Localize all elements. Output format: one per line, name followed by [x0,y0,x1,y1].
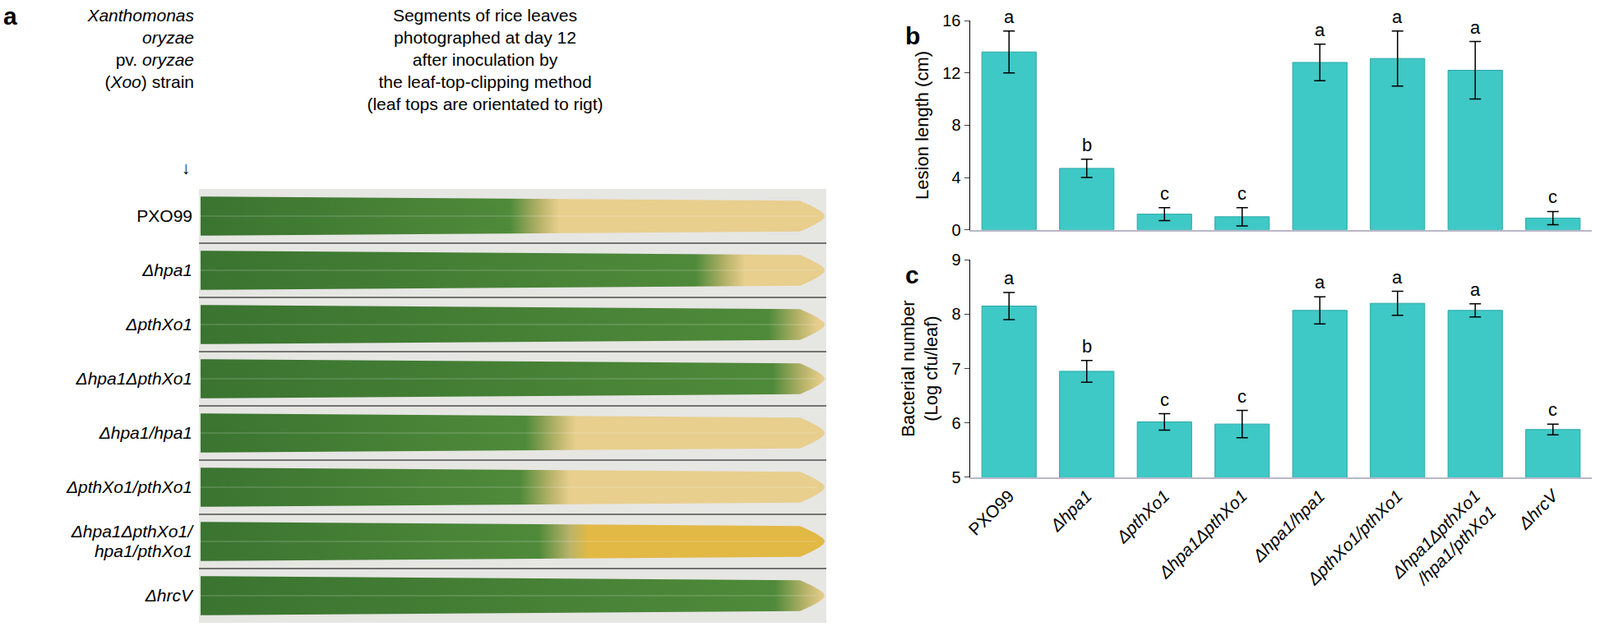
svg-text:ΔhrcV: ΔhrcV [144,586,195,606]
svg-text:a: a [3,2,18,30]
svg-text:7: 7 [951,360,961,379]
svg-text:Segments of rice leaves: Segments of rice leaves [393,5,578,25]
svg-text:c: c [1237,386,1247,407]
svg-text:9: 9 [951,250,961,269]
svg-text:Δhpa1/hpa1: Δhpa1/hpa1 [1248,486,1328,567]
svg-text:5: 5 [951,468,961,487]
svg-text:a: a [1391,267,1403,288]
svg-text:ΔpthXo1: ΔpthXo1 [1111,486,1173,548]
svg-text:(leaf tops are orientated to r: (leaf tops are orientated to rigt) [366,94,603,114]
svg-text:pv. oryzae: pv. oryzae [115,50,195,70]
svg-text:Δhpa1ΔpthXo1: Δhpa1ΔpthXo1 [75,369,193,389]
svg-text:ΔhrcV: ΔhrcV [1514,485,1564,534]
svg-text:Δhpa1: Δhpa1 [1045,486,1096,537]
svg-text:a: a [1003,268,1015,289]
svg-text:after inoculation by: after inoculation by [412,50,559,70]
svg-text:PXO99: PXO99 [136,206,193,226]
svg-text:a: a [1391,6,1403,28]
svg-text:8: 8 [951,305,961,324]
svg-text:↓: ↓ [181,158,191,178]
svg-text:ΔpthXo1/pthXo1: ΔpthXo1/pthXo1 [65,477,193,497]
svg-text:Lesion length (cm): Lesion length (cm) [911,50,933,200]
svg-text:c: c [1237,183,1247,204]
svg-text:a: a [1314,272,1326,293]
svg-text:(Xoo) strain: (Xoo) strain [104,72,195,92]
svg-text:c: c [905,261,920,289]
svg-text:16: 16 [942,11,961,30]
svg-text:Δhpa1ΔpthXo1/: Δhpa1ΔpthXo1/ [70,522,195,542]
svg-text:c: c [1160,389,1170,411]
svg-text:6: 6 [951,414,961,433]
svg-text:hpa1/pthXo1: hpa1/pthXo1 [94,541,193,561]
svg-text:Xanthomonas: Xanthomonas [86,5,195,25]
svg-text:a: a [1470,17,1481,38]
svg-text:c: c [1548,399,1558,421]
svg-text:a: a [1003,6,1015,28]
svg-text:c: c [1160,183,1170,204]
svg-text:PXO99: PXO99 [964,486,1018,540]
svg-text:b: b [1082,336,1092,357]
svg-text:b: b [1082,134,1092,156]
svg-text:8: 8 [951,115,961,135]
svg-text:Δhpa1/hpa1: Δhpa1/hpa1 [98,423,193,443]
svg-text:b: b [905,22,921,50]
svg-text:Δhpa1ΔpthXo1/hpa1/pthXo1: Δhpa1ΔpthXo1/hpa1/pthXo1 [1387,486,1500,599]
svg-text:a: a [1314,19,1326,41]
svg-text:photographed at day 12: photographed at day 12 [393,27,577,47]
svg-text:ΔpthXo1: ΔpthXo1 [124,314,193,334]
svg-text:a: a [1470,279,1481,301]
svg-text:the leaf-top-clipping method: the leaf-top-clipping method [378,72,592,92]
svg-text:Δhpa1: Δhpa1 [141,260,193,280]
svg-text:4: 4 [951,168,961,187]
svg-text:ΔpthXo1/pthXo1: ΔpthXo1/pthXo1 [1303,486,1406,590]
svg-text:oryzae: oryzae [142,27,195,47]
svg-text:c: c [1548,186,1558,208]
svg-text:12: 12 [942,64,961,83]
svg-text:Bacterial number(Log cfu/leaf): Bacterial number(Log cfu/leaf) [897,300,943,437]
svg-text:0: 0 [951,221,961,240]
svg-text:Δhpa1ΔpthXo1: Δhpa1ΔpthXo1 [1154,486,1251,583]
